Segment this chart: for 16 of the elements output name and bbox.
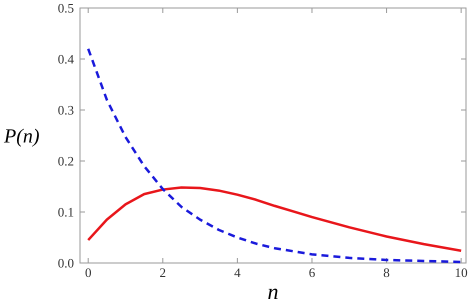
x-tick-label: 10 [454,265,468,280]
y-tick-label: 0.1 [58,204,74,220]
x-tick-label: 8 [383,265,390,280]
y-tick-label: 0.4 [58,52,74,67]
x-tick-label: 2 [160,265,166,280]
y-tick-label: 0.2 [58,154,74,169]
y-tick-label: 0.3 [58,102,74,118]
y-tick-label: 0.0 [58,256,74,271]
x-tick-label: 0 [84,265,92,280]
x-tick-label: 4 [234,265,242,280]
line-series [86,48,462,264]
y-tick-label: 0.5 [58,0,74,16]
y-axis-title: P(n) [3,126,40,148]
line-series [86,186,462,252]
x-tick-label: 6 [308,265,316,280]
x-axis-title: n [268,279,278,303]
